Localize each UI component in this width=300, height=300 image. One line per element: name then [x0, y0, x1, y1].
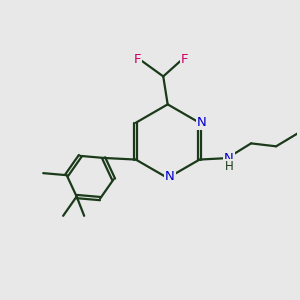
Text: N: N	[197, 116, 207, 129]
Text: H: H	[225, 160, 233, 173]
Text: F: F	[134, 53, 141, 66]
Text: N: N	[224, 152, 234, 165]
Text: F: F	[181, 53, 188, 66]
Text: N: N	[165, 170, 175, 183]
